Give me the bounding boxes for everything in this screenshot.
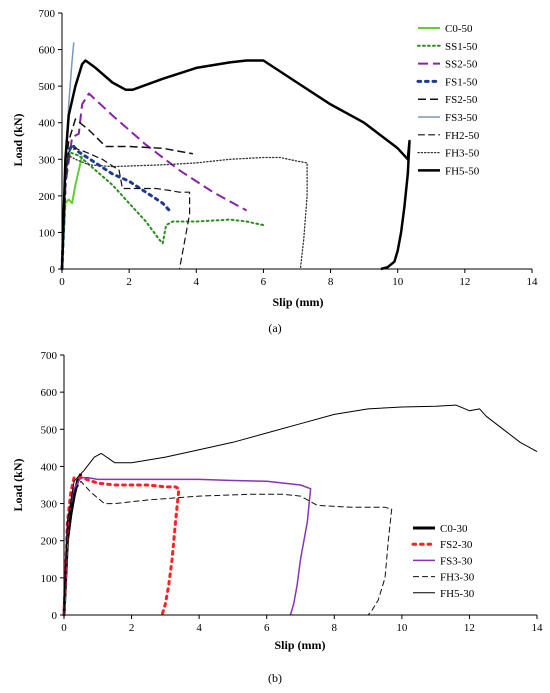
chart-b-legend: C0-30 FS2-30 FS3-30 FH3-30 FH5-30 (411, 523, 475, 600)
y-tick-label: 100 (41, 573, 58, 585)
chart-a-axes (58, 12, 533, 273)
x-tick-label: 6 (261, 276, 267, 288)
x-tick-label: 4 (194, 276, 200, 288)
chart-a-series-lines (60, 42, 411, 271)
x-tick-label: 8 (328, 276, 334, 288)
y-tick-label: 500 (41, 424, 58, 436)
chart-b-tick-labels: 0 2 4 6 8 10 12 14 0 100 200 300 400 500 600 700 (41, 350, 544, 634)
chart-b-axes (60, 354, 538, 619)
series-line-fh3-30 (63, 480, 393, 616)
y-tick-label: 700 (41, 350, 58, 362)
y-tick-label: 0 (52, 610, 58, 622)
chart-a: 0 2 4 6 8 10 12 14 0 100 200 300 400 500 600 700 Slip (… (11, 8, 538, 335)
chart-b-series-lines (62, 404, 538, 617)
x-tick-label: 0 (59, 276, 65, 288)
series-line-fh5-50 (60, 59, 411, 271)
series-line-fs3-30 (63, 476, 312, 616)
y-tick-label: 300 (39, 154, 56, 166)
series-line-ss1-50 (61, 151, 265, 270)
legend-label-fh2-50: FH2-50 (445, 130, 480, 142)
series-line-ss2-50 (61, 92, 248, 270)
x-tick-label: 12 (459, 276, 470, 288)
y-tick-label: 500 (39, 81, 56, 93)
x-tick-label: 4 (196, 622, 202, 634)
legend-label-fh5-30: FH5-30 (440, 588, 475, 600)
legend-label-fs3-50: FS3-50 (445, 112, 478, 124)
series-line-fh5-30 (63, 404, 538, 616)
series-line-fs2-30 (62, 476, 181, 617)
x-tick-label: 8 (332, 622, 338, 634)
x-tick-label: 14 (527, 276, 539, 288)
legend-label-ss2-50: SS2-50 (445, 59, 478, 71)
chart-b-ylabel: Load (kN) (11, 458, 25, 511)
series-line-fh3-50 (61, 154, 308, 270)
y-tick-label: 400 (39, 118, 56, 130)
x-tick-label: 0 (61, 622, 67, 634)
y-tick-label: 600 (39, 45, 56, 57)
legend-label-fh3-30: FH3-30 (440, 572, 475, 584)
chart-a-caption: (a) (268, 321, 281, 335)
series-line-fh2-50 (61, 147, 191, 270)
chart-a-ylabel: Load (kN) (11, 113, 25, 166)
series-line-fs2-50 (61, 118, 194, 270)
y-tick-label: 600 (41, 387, 58, 399)
chart-a-xlabel: Slip (mm) (273, 295, 324, 309)
y-tick-label: 200 (39, 191, 56, 203)
legend-label-fs3-30: FS3-30 (440, 555, 473, 567)
x-tick-label: 2 (129, 622, 135, 634)
x-tick-label: 14 (532, 622, 544, 634)
legend-label-fs2-50: FS2-50 (445, 94, 478, 106)
legend-label-fs2-30: FS2-30 (440, 539, 473, 551)
y-tick-label: 100 (39, 227, 56, 239)
legend-label-fs1-50: FS1-50 (445, 76, 478, 88)
y-tick-label: 200 (41, 536, 58, 548)
legend-label-ss1-50: SS1-50 (445, 41, 478, 53)
x-tick-label: 10 (396, 622, 408, 634)
x-tick-label: 2 (126, 276, 132, 288)
x-tick-label: 6 (264, 622, 270, 634)
chart-a-tick-labels: 0 2 4 6 8 10 12 14 0 100 200 300 400 500 600 700 (39, 8, 539, 288)
chart-b-caption: (b) (268, 671, 282, 685)
x-tick-label: 12 (464, 622, 475, 634)
y-tick-label: 0 (50, 264, 56, 276)
legend-label-c0-30: C0-30 (440, 523, 468, 535)
x-tick-label: 10 (392, 276, 404, 288)
series-line-fs1-50 (60, 143, 171, 271)
chart-a-legend: C0-50 SS1-50 SS2-50 FS1-50 FS2-50 FS3-50 FH2-5… (416, 23, 480, 177)
y-tick-label: 700 (39, 8, 56, 20)
y-tick-label: 300 (41, 499, 58, 511)
chart-b-xlabel: Slip (mm) (275, 638, 326, 652)
legend-label-c0-50: C0-50 (445, 23, 473, 35)
legend-label-fh5-50: FH5-50 (445, 165, 480, 177)
y-tick-label: 400 (41, 461, 58, 473)
chart-b: 0 2 4 6 8 10 12 14 0 100 200 300 400 500 600 700 Slip (… (11, 350, 543, 685)
legend-label-fh3-50: FH3-50 (445, 148, 480, 160)
